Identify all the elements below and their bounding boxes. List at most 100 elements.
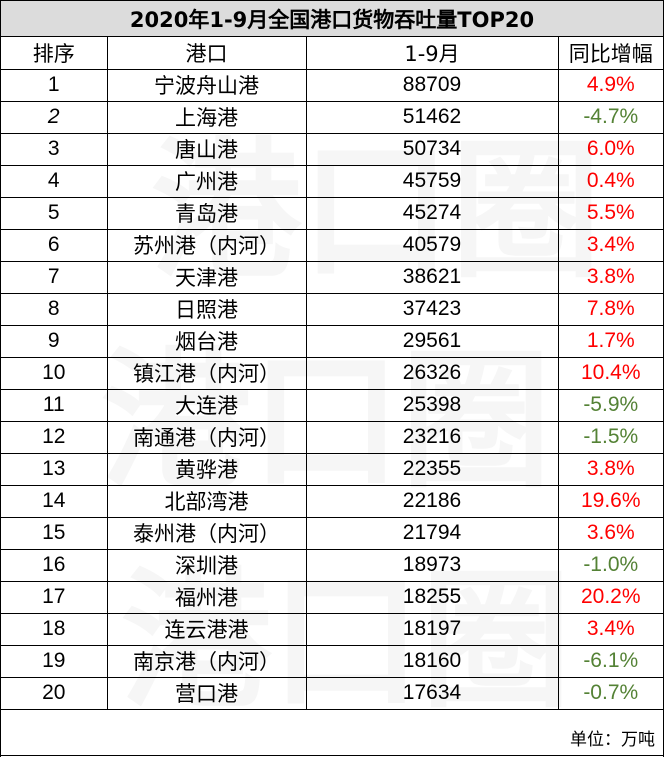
yoy-cell: -1.0%: [558, 549, 663, 582]
table-row: 3 唐山港 50734 6.0%: [1, 133, 663, 166]
yoy-cell: 10.4%: [558, 357, 663, 390]
rank-cell: 14: [1, 485, 108, 518]
rank-cell: 5: [1, 197, 108, 230]
value-cell: 21794: [306, 517, 559, 550]
value-cell: 18160: [306, 645, 559, 678]
port-cell: 唐山港: [107, 133, 307, 166]
port-cell: 南京港（内河）: [107, 645, 307, 678]
table-row: 8 日照港 37423 7.8%: [1, 293, 663, 326]
table-row: 12 南通港（内河） 23216 -1.5%: [1, 421, 663, 454]
port-cell: 大连港: [107, 389, 307, 422]
yoy-cell: -4.7%: [558, 101, 663, 134]
port-cell: 深圳港: [107, 549, 307, 582]
yoy-cell: 3.8%: [558, 453, 663, 486]
yoy-cell: 0.4%: [558, 165, 663, 198]
port-cell: 黄骅港: [107, 453, 307, 486]
table-row: 17 福州港 18255 20.2%: [1, 581, 663, 614]
yoy-cell: -0.7%: [558, 677, 663, 710]
header-value: 1-9月: [306, 37, 559, 70]
table-row: 1 宁波舟山港 88709 4.9%: [1, 69, 663, 102]
yoy-cell: 20.2%: [558, 581, 663, 614]
table-row: 14 北部湾港 22186 19.6%: [1, 485, 663, 518]
value-cell: 40579: [306, 229, 559, 262]
table-row: 9 烟台港 29561 1.7%: [1, 325, 663, 358]
value-cell: 17634: [306, 677, 559, 710]
yoy-cell: 19.6%: [558, 485, 663, 518]
rank-cell: 13: [1, 453, 108, 486]
value-cell: 45759: [306, 165, 559, 198]
value-cell: 22186: [306, 485, 559, 518]
rank-cell: 17: [1, 581, 108, 614]
table-row: 4 广州港 45759 0.4%: [1, 165, 663, 198]
value-cell: 50734: [306, 133, 559, 166]
unit-note: 单位：万吨: [1, 725, 663, 756]
header-port: 港口: [107, 37, 307, 70]
table-row: 15 泰州港（内河） 21794 3.6%: [1, 517, 663, 550]
table-row: 20 营口港 17634 -0.7%: [1, 677, 663, 710]
port-cell: 天津港: [107, 261, 307, 294]
port-cell: 广州港: [107, 165, 307, 198]
rank-cell: 8: [1, 293, 108, 326]
yoy-cell: 7.8%: [558, 293, 663, 326]
table-row: 6 苏州港（内河） 40579 3.4%: [1, 229, 663, 262]
port-cell: 镇江港（内河）: [107, 357, 307, 390]
value-cell: 45274: [306, 197, 559, 230]
value-cell: 18255: [306, 581, 559, 614]
port-cell: 连云港港: [107, 613, 307, 646]
rank-cell: 10: [1, 357, 108, 390]
table-row: 5 青岛港 45274 5.5%: [1, 197, 663, 230]
yoy-cell: 4.9%: [558, 69, 663, 102]
rank-cell: 3: [1, 133, 108, 166]
yoy-cell: 3.4%: [558, 229, 663, 262]
rank-cell: 4: [1, 165, 108, 198]
port-cell: 青岛港: [107, 197, 307, 230]
value-cell: 26326: [306, 357, 559, 390]
port-cell: 南通港（内河）: [107, 421, 307, 454]
port-cell: 苏州港（内河）: [107, 229, 307, 262]
rank-cell: 19: [1, 645, 108, 678]
header-row: 排序 港口 1-9月 同比增幅: [1, 37, 663, 70]
rank-cell: 12: [1, 421, 108, 454]
yoy-cell: -6.1%: [558, 645, 663, 678]
table-row: 13 黄骅港 22355 3.8%: [1, 453, 663, 486]
rank-cell: 2: [1, 101, 108, 134]
table-row: 16 深圳港 18973 -1.0%: [1, 549, 663, 582]
value-cell: 38621: [306, 261, 559, 294]
port-cell: 上海港: [107, 101, 307, 134]
port-cell: 泰州港（内河）: [107, 517, 307, 550]
yoy-cell: 6.0%: [558, 133, 663, 166]
yoy-cell: 3.6%: [558, 517, 663, 550]
rank-cell: 15: [1, 517, 108, 550]
yoy-cell: 5.5%: [558, 197, 663, 230]
rank-cell: 6: [1, 229, 108, 262]
table-title: 2020年1-9月全国港口货物吞吐量TOP20: [1, 0, 663, 37]
value-cell: 18973: [306, 549, 559, 582]
value-cell: 25398: [306, 389, 559, 422]
header-rank: 排序: [1, 37, 108, 70]
table-row: 7 天津港 38621 3.8%: [1, 261, 663, 294]
port-cell: 日照港: [107, 293, 307, 326]
port-cell: 北部湾港: [107, 485, 307, 518]
rank-cell: 16: [1, 549, 108, 582]
value-cell: 51462: [306, 101, 559, 134]
rank-cell: 7: [1, 261, 108, 294]
port-cell: 宁波舟山港: [107, 69, 307, 102]
port-cell: 烟台港: [107, 325, 307, 358]
value-cell: 23216: [306, 421, 559, 454]
yoy-cell: 1.7%: [558, 325, 663, 358]
value-cell: 88709: [306, 69, 559, 102]
yoy-cell: 3.8%: [558, 261, 663, 294]
port-cell: 营口港: [107, 677, 307, 710]
port-cell: 福州港: [107, 581, 307, 614]
value-cell: 29561: [306, 325, 559, 358]
port-throughput-table: 排序 港口 1-9月 同比增幅 1 宁波舟山港 88709 4.9% 2 上海港 51462…: [1, 37, 663, 710]
rank-cell: 11: [1, 389, 108, 422]
yoy-cell: -1.5%: [558, 421, 663, 454]
yoy-cell: 3.4%: [558, 613, 663, 646]
value-cell: 22355: [306, 453, 559, 486]
table-row: 19 南京港（内河） 18160 -6.1%: [1, 645, 663, 678]
table-row: 11 大连港 25398 -5.9%: [1, 389, 663, 422]
header-yoy: 同比增幅: [558, 37, 663, 70]
table-row: 18 连云港港 18197 3.4%: [1, 613, 663, 646]
